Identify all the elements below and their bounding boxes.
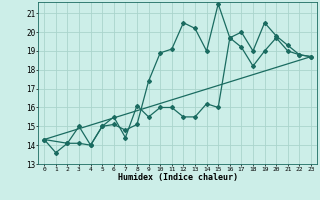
X-axis label: Humidex (Indice chaleur): Humidex (Indice chaleur) <box>118 173 238 182</box>
